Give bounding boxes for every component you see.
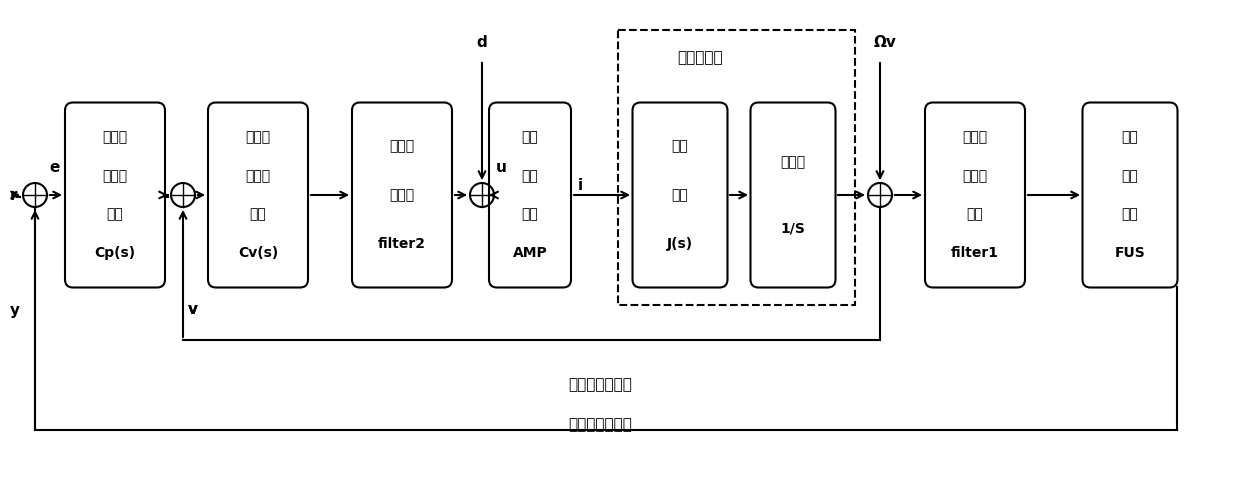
Text: 驱动: 驱动 xyxy=(522,169,538,183)
Text: 积分器: 积分器 xyxy=(780,155,806,169)
Text: -: - xyxy=(162,188,170,206)
Text: 模块: 模块 xyxy=(522,207,538,221)
FancyBboxPatch shape xyxy=(352,102,453,287)
Text: 位置反馈控制环: 位置反馈控制环 xyxy=(568,417,632,433)
FancyBboxPatch shape xyxy=(750,102,836,287)
Text: 电机: 电机 xyxy=(522,130,538,144)
Text: AMP: AMP xyxy=(512,246,547,260)
Text: 波器: 波器 xyxy=(967,207,983,221)
FancyBboxPatch shape xyxy=(1083,102,1178,287)
Text: v: v xyxy=(188,303,198,317)
Text: Ωv: Ωv xyxy=(873,34,897,50)
Text: 制器: 制器 xyxy=(249,207,267,221)
Text: r: r xyxy=(10,187,17,203)
FancyBboxPatch shape xyxy=(925,102,1025,287)
Text: 制器: 制器 xyxy=(107,207,123,221)
Text: Cp(s): Cp(s) xyxy=(94,246,135,260)
Text: d: d xyxy=(476,34,487,50)
Text: 1/S: 1/S xyxy=(780,221,806,235)
Text: u: u xyxy=(496,161,507,175)
Text: 模块: 模块 xyxy=(1122,207,1138,221)
Text: 惯量: 惯量 xyxy=(672,188,688,202)
Text: Cv(s): Cv(s) xyxy=(238,246,278,260)
Text: 动力学模型: 动力学模型 xyxy=(677,50,723,65)
Text: 控制量: 控制量 xyxy=(389,139,414,153)
FancyBboxPatch shape xyxy=(64,102,165,287)
Text: i: i xyxy=(578,177,583,193)
Text: 陀螺仪: 陀螺仪 xyxy=(962,130,987,144)
Text: 滤波器: 滤波器 xyxy=(389,188,414,202)
Text: filter1: filter1 xyxy=(951,246,999,260)
Text: 速度反馈控制环: 速度反馈控制环 xyxy=(568,378,632,392)
Text: 反馈控: 反馈控 xyxy=(103,169,128,183)
Text: 数据滤: 数据滤 xyxy=(962,169,987,183)
FancyBboxPatch shape xyxy=(632,102,728,287)
Text: 反馈控: 反馈控 xyxy=(246,169,270,183)
Text: filter2: filter2 xyxy=(378,237,427,250)
Text: FUS: FUS xyxy=(1115,246,1146,260)
Text: 姿态: 姿态 xyxy=(1122,130,1138,144)
Text: 转动: 转动 xyxy=(672,139,688,153)
Text: J(s): J(s) xyxy=(667,237,693,250)
Text: e: e xyxy=(50,161,60,175)
Text: 融合: 融合 xyxy=(1122,169,1138,183)
FancyBboxPatch shape xyxy=(489,102,570,287)
Bar xyxy=(618,30,856,305)
Text: -: - xyxy=(15,188,21,206)
Text: 速度环: 速度环 xyxy=(246,130,270,144)
Text: 位置环: 位置环 xyxy=(103,130,128,144)
Text: y: y xyxy=(10,303,20,317)
Text: v: v xyxy=(188,303,198,317)
FancyBboxPatch shape xyxy=(208,102,308,287)
